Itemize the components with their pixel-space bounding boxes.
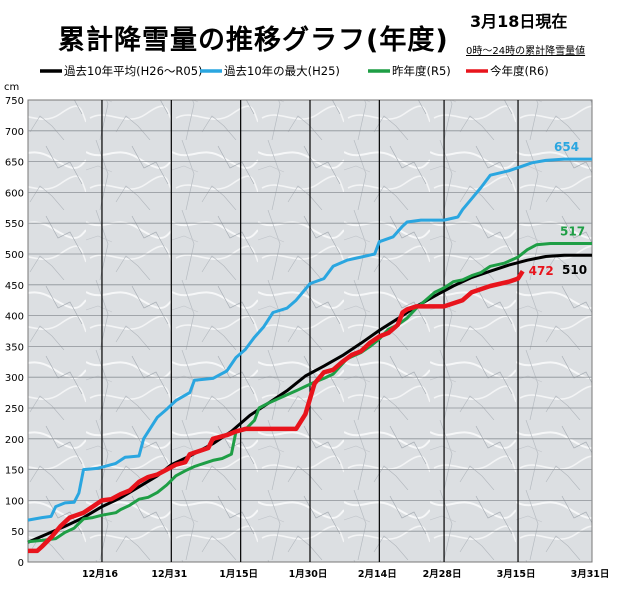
y-tick-label: 600 [5,188,24,199]
y-tick-label: 100 [5,496,24,507]
y-tick-label: 400 [5,312,24,323]
x-tick-label: 3月15日 [497,569,536,580]
series-end-label-1: 654 [554,140,579,154]
y-tick-label: 150 [5,466,24,477]
x-tick-label: 12月31 [151,569,187,580]
series-end-label-0: 510 [562,263,587,277]
x-tick-label: 12月16 [82,569,118,580]
legend-label-0: 過去10年平均(H26～R05) [64,64,203,78]
x-tick-label: 2月28日 [423,569,462,580]
plot-area: 0 50 100 150 200 250 300 350 400 450 500 550 600 650 7… [4,82,609,580]
x-axis: 12月16 12月31 1月15日 1月30日 2月14日 2月28日 3月15日 3月31日 [82,569,609,580]
y-axis: 0 50 100 150 200 250 300 350 400 450 500 550 600 650 7… [4,82,24,569]
x-tick-label: 1月15日 [219,569,258,580]
series-line-1 [27,157,592,522]
y-tick-label: 300 [5,373,24,384]
y-tick-label: 0 [18,558,24,569]
series-line-3 [28,269,525,554]
x-tick-label: 1月30日 [289,569,328,580]
legend-label-3: 今年度(R6) [490,64,549,78]
series-lines [27,157,592,554]
chart-subtitle: 0時～24時の累計降雪量値 [466,46,586,57]
y-tick-label: 350 [5,342,24,353]
legend: 過去10年平均(H26～R05) 過去10年の最大(H25) 昨年度(R5) 今年度(… [40,64,549,78]
series-end-label-3: 472 [529,264,554,278]
y-tick-label: 500 [5,250,24,261]
series-end-label-2: 517 [560,225,585,239]
y-tick-label: 750 [5,96,24,107]
y-tick-label: 250 [5,404,24,415]
series-line-2 [27,242,592,544]
legend-label-2: 昨年度(R5) [392,64,451,78]
legend-label-1: 過去10年の最大(H25) [224,64,340,78]
x-tick-label: 3月31日 [571,569,610,580]
date-label: 3月18日現在 [470,12,568,31]
y-tick-label: 650 [5,158,24,169]
series-line-0 [27,253,592,544]
y-tick-label: 550 [5,219,24,230]
x-tick-label: 2月14日 [358,569,397,580]
chart-title: 累計降雪量の推移グラフ(年度) [58,25,449,56]
y-tick-label: 700 [5,127,24,138]
y-tick-label: 450 [5,281,24,292]
y-tick-label: 200 [5,435,24,446]
chart-svg: 0 50 100 150 200 250 300 350 400 450 500 550 600 650 7… [4,64,609,580]
y-unit-label: cm [4,82,19,93]
y-tick-label: 50 [11,527,24,538]
end-labels: 510 654 517 472 [529,140,587,278]
